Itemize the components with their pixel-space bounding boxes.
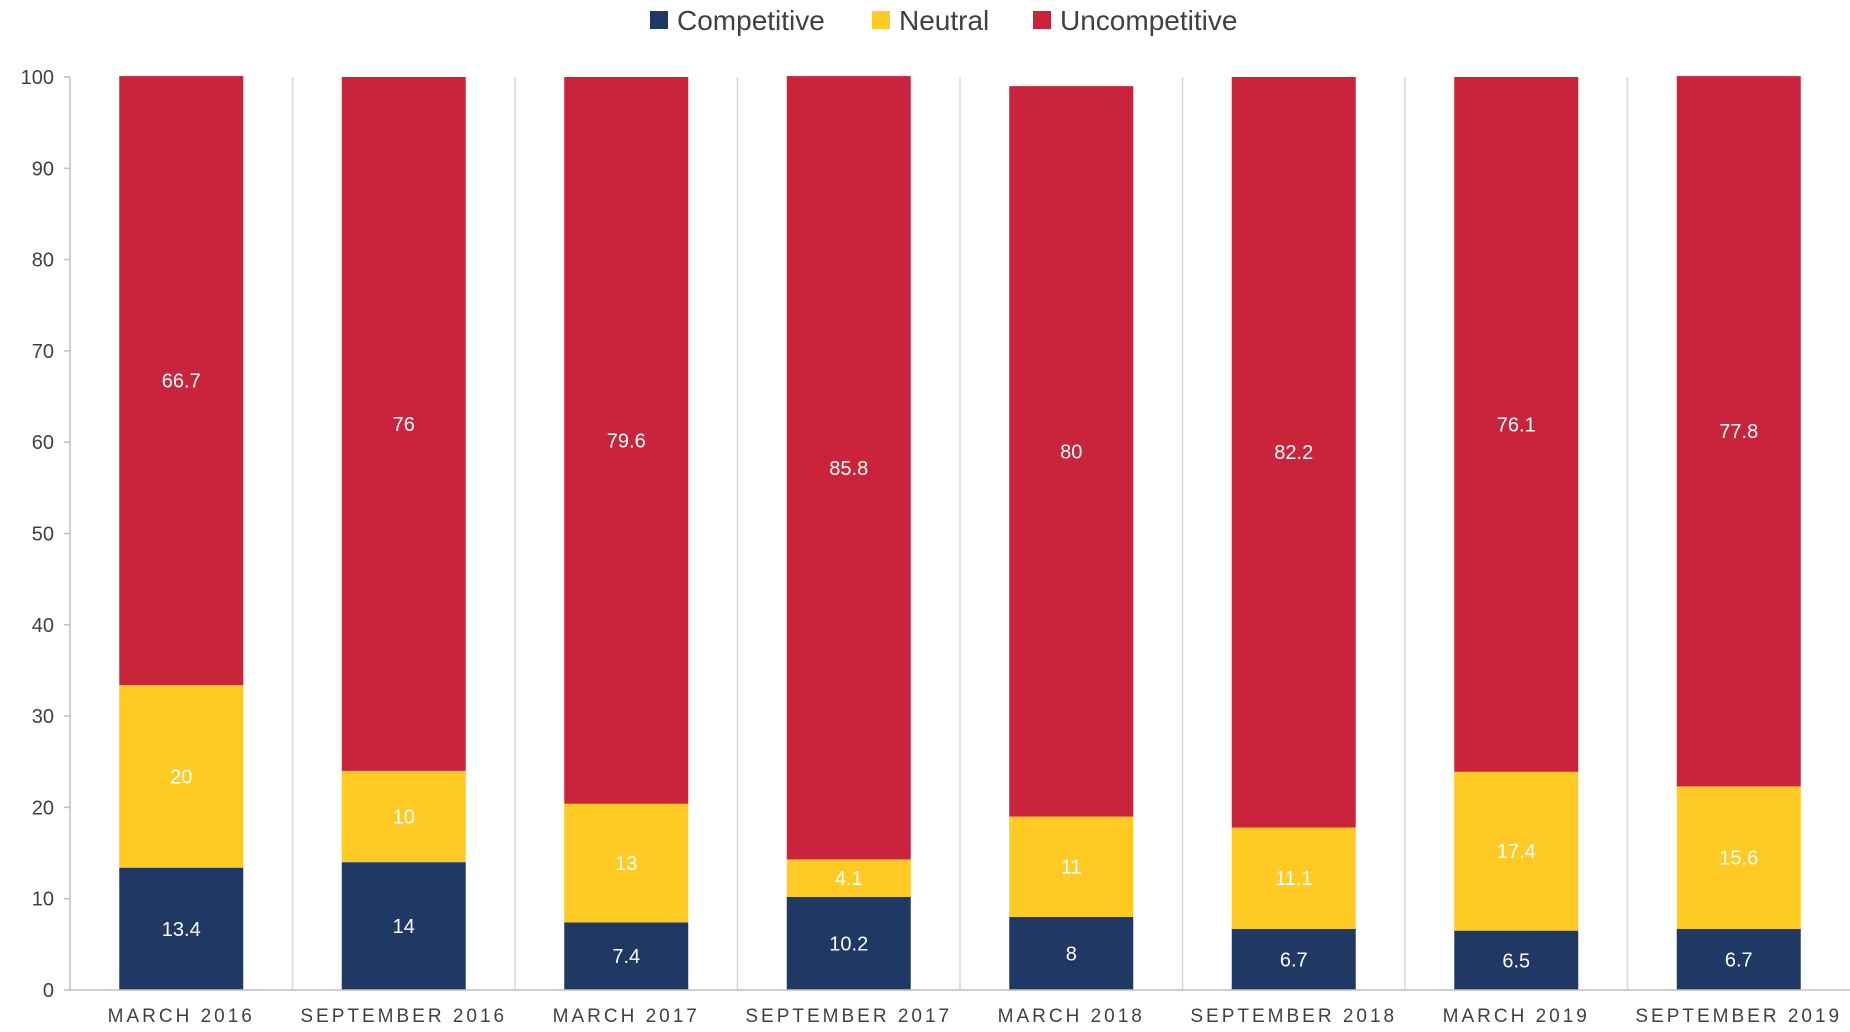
- bar-segment-competitive: [786, 896, 911, 990]
- bar-segment-neutral: [1009, 816, 1134, 917]
- bar-segment-competitive: [1454, 930, 1579, 990]
- y-tick-label: 80: [32, 250, 54, 272]
- data-label-uncompetitive: 85.8: [829, 458, 868, 480]
- y-axis: 0 10 20 30 40 50 60 70 80 90 100: [21, 67, 71, 1002]
- bar-segment-uncompetitive: [564, 77, 689, 804]
- bar-segment-competitive: [341, 862, 466, 990]
- legend-swatch-uncompetitive: [1033, 11, 1051, 29]
- x-category-label: SEPTEMBER 2017: [745, 1006, 952, 1027]
- data-label-neutral: 11.1: [1275, 868, 1312, 890]
- y-tick-label: 70: [32, 341, 54, 363]
- data-label-uncompetitive: 66.7: [162, 371, 201, 393]
- data-label-uncompetitive: 80: [1060, 441, 1082, 463]
- bar-segment-uncompetitive: [1009, 86, 1134, 817]
- bar-segment-neutral: [341, 770, 466, 863]
- x-category-label: SEPTEMBER 2019: [1635, 1006, 1842, 1027]
- y-tick-label: 50: [32, 524, 54, 546]
- data-label-competitive: 13.4: [162, 919, 201, 941]
- y-tick-label: 40: [32, 615, 54, 637]
- data-label-uncompetitive: 79.6: [607, 430, 646, 452]
- data-label-neutral: 15.6: [1719, 848, 1758, 870]
- data-label-uncompetitive: 82.2: [1274, 442, 1313, 464]
- legend: Competitive Neutral Uncompetitive: [650, 5, 1237, 36]
- data-label-neutral: 10: [393, 807, 415, 829]
- x-axis: MARCH 2016 SEPTEMBER 2016 MARCH 2017 SEPTEM…: [70, 989, 1850, 1027]
- x-category-label: MARCH 2016: [108, 1006, 255, 1027]
- data-label-neutral: 17.4: [1497, 841, 1536, 863]
- y-tick-label: 90: [32, 158, 54, 180]
- x-category-label: MARCH 2019: [1443, 1006, 1590, 1027]
- data-label-competitive: 8: [1066, 943, 1077, 965]
- y-tick-label: 60: [32, 432, 54, 454]
- y-tick-label: 0: [43, 980, 54, 1002]
- data-label-competitive: 7.4: [612, 946, 640, 968]
- bar-segment-competitive: [1231, 928, 1356, 990]
- data-label-neutral: 13: [615, 853, 637, 875]
- data-label-neutral: 20: [170, 766, 192, 788]
- bar-segment-neutral: [119, 685, 244, 868]
- legend-label-uncompetitive: Uncompetitive: [1060, 5, 1237, 36]
- data-label-uncompetitive: 76.1: [1497, 414, 1536, 436]
- legend-label-neutral: Neutral: [899, 5, 989, 36]
- x-category-label: SEPTEMBER 2016: [300, 1006, 507, 1027]
- data-label-competitive: 6.7: [1725, 949, 1753, 971]
- bar-segment-uncompetitive: [1676, 76, 1801, 787]
- y-tick-label: 30: [32, 706, 54, 728]
- legend-label-competitive: Competitive: [677, 5, 825, 36]
- data-label-uncompetitive: 76: [393, 414, 415, 436]
- bar-segment-uncompetitive: [119, 76, 244, 686]
- y-tick-label: 100: [21, 67, 54, 89]
- bar-segment-uncompetitive: [341, 77, 466, 771]
- y-tick-label: 10: [32, 889, 54, 911]
- legend-swatch-neutral: [872, 11, 890, 29]
- bar-segment-neutral: [1231, 827, 1356, 929]
- bar-segment-competitive: [1676, 928, 1801, 990]
- grid-lines: [291, 77, 1629, 990]
- legend-swatch-competitive: [650, 11, 668, 29]
- bars: [119, 76, 1801, 990]
- bar-segment-neutral: [564, 803, 689, 923]
- bar-segment-competitive: [1009, 916, 1134, 990]
- x-category-label: SEPTEMBER 2018: [1190, 1006, 1397, 1027]
- data-label-competitive: 6.7: [1280, 949, 1308, 971]
- bar-segment-neutral: [1676, 786, 1801, 929]
- data-label-uncompetitive: 77.8: [1719, 421, 1758, 443]
- data-label-competitive: 10.2: [829, 933, 868, 955]
- bar-segment-neutral: [786, 859, 911, 897]
- x-category-label: MARCH 2018: [998, 1006, 1145, 1027]
- data-label-neutral: 11: [1061, 857, 1082, 879]
- bar-segment-competitive: [564, 922, 689, 990]
- data-label-competitive: 14: [393, 916, 415, 938]
- bar-segment-neutral: [1454, 771, 1579, 931]
- bar-segment-competitive: [119, 867, 244, 990]
- x-category-label: MARCH 2017: [553, 1006, 700, 1027]
- y-tick-label: 20: [32, 797, 54, 819]
- bar-segment-uncompetitive: [1231, 77, 1356, 828]
- bar-segment-uncompetitive: [1454, 77, 1579, 772]
- bar-segment-uncompetitive: [786, 76, 911, 860]
- data-labels: 13.4 20 66.7 14 10 76 7.4 13 79.6 10.2 4.1 85.8 8 11 8…: [162, 371, 1758, 973]
- data-label-neutral: 4.1: [835, 868, 863, 890]
- data-label-competitive: 6.5: [1502, 950, 1530, 972]
